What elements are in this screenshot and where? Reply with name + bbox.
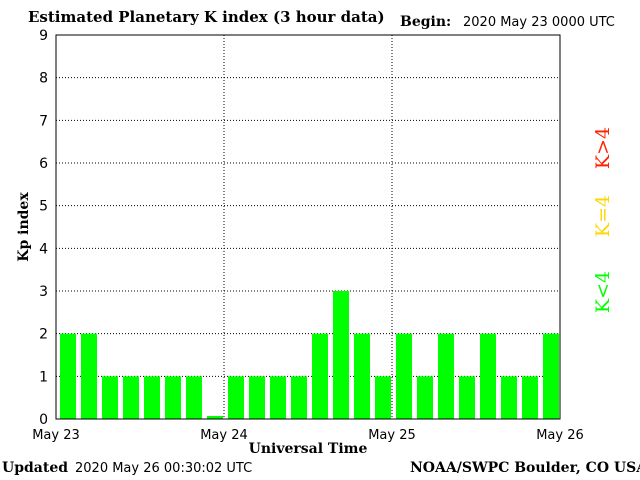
y-tick-label: 4 <box>39 241 48 257</box>
kp-bar <box>102 376 118 419</box>
legend-equal: K=4 <box>592 195 614 237</box>
credit-text: NOAA/SWPC Boulder, CO USA <box>410 460 640 476</box>
kp-bar <box>522 376 538 419</box>
plot-frame <box>55 34 561 420</box>
y-tick-label: 0 <box>39 412 48 428</box>
kp-bar <box>333 291 349 419</box>
kp-bar <box>312 333 328 419</box>
kp-bar <box>186 376 202 419</box>
legend-low: K<4 <box>592 271 614 313</box>
kp-bar <box>291 376 307 419</box>
updated-value: 2020 May 26 00:30:02 UTC <box>75 461 253 476</box>
legend-high: K>4 <box>592 127 614 169</box>
y-tick-labels: 0 1 2 3 4 5 6 7 8 9 <box>39 28 48 428</box>
begin-value: 2020 May 23 0000 UTC <box>463 15 615 30</box>
kp-bar <box>543 333 559 419</box>
y-tick-label: 1 <box>39 369 48 385</box>
bar-series <box>60 291 559 419</box>
kp-bar <box>60 333 76 419</box>
kp-bar <box>81 333 97 419</box>
grid-lines <box>56 35 560 419</box>
updated-label: Updated <box>2 460 69 476</box>
kp-bar <box>144 376 160 419</box>
kp-bar <box>375 376 391 419</box>
y-tick-label: 7 <box>39 113 48 129</box>
x-tick-label: May 23 <box>32 428 80 443</box>
kp-bar <box>165 376 181 419</box>
y-tick-label: 3 <box>39 284 48 300</box>
kp-bar <box>396 333 412 419</box>
y-tick-label: 5 <box>39 199 48 215</box>
kp-bar <box>123 376 139 419</box>
kp-bar <box>270 376 286 419</box>
kp-bar <box>459 376 475 419</box>
x-tick-label: May 25 <box>368 428 416 443</box>
y-tick-label: 2 <box>39 327 48 343</box>
y-axis-label: Kp index <box>16 192 32 262</box>
y-tick-label: 8 <box>39 71 48 87</box>
begin-label: Begin: <box>400 14 452 30</box>
kp-bar <box>417 376 433 419</box>
kp-bar <box>207 416 223 419</box>
x-axis-label: Universal Time <box>249 441 368 457</box>
y-tick-label: 9 <box>39 28 48 44</box>
chart-title: Estimated Planetary K index (3 hour data… <box>28 8 385 26</box>
x-tick-label: May 26 <box>536 428 584 443</box>
kp-bar <box>354 333 370 419</box>
y-tick-label: 6 <box>39 156 48 172</box>
kp-bar <box>249 376 265 419</box>
x-tick-labels: May 23 May 24 May 25 May 26 <box>32 428 584 443</box>
x-tick-label: May 24 <box>200 428 248 443</box>
kp-bar <box>228 376 244 419</box>
kp-bar <box>501 376 517 419</box>
kp-bar <box>480 333 496 419</box>
kp-bar <box>438 333 454 419</box>
